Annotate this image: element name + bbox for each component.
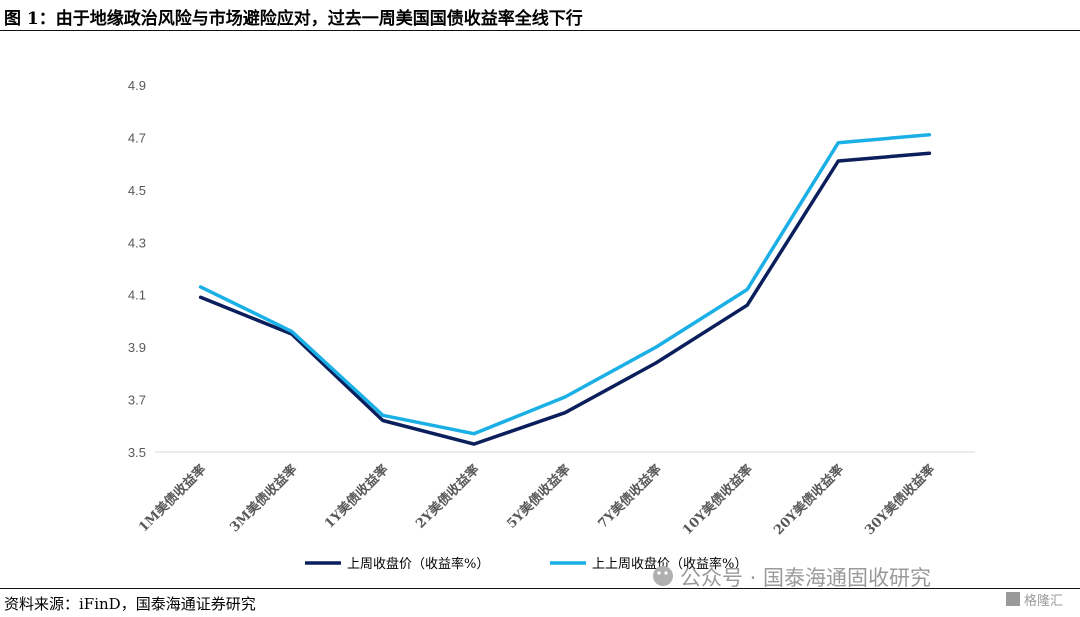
y-tick-label: 3.9 <box>128 340 146 355</box>
legend-label-1: 上周收盘价（收益率%） <box>347 556 489 572</box>
series-line-1 <box>198 151 932 446</box>
x-tick-label: 10Y美债收益率 <box>679 462 756 539</box>
y-tick-label: 4.5 <box>128 183 146 198</box>
source-note: 资料来源：iFinD，国泰海通证券研究 <box>4 595 256 613</box>
y-axis-ticks: 3.5 3.7 3.9 4.1 4.3 4.5 4.7 4.9 <box>128 78 146 460</box>
wechat-icon-eye-left <box>657 571 661 575</box>
title-rule <box>0 30 1080 31</box>
y-tick-label: 3.5 <box>128 445 146 460</box>
series-line-2 <box>198 133 932 436</box>
y-tick-label: 3.7 <box>128 393 146 408</box>
x-tick-label: 3M美债收益率 <box>227 462 301 536</box>
wechat-icon <box>653 566 673 586</box>
legend-label-2: 上上周收盘价（收益率%） <box>592 556 747 572</box>
series-lines <box>198 133 932 446</box>
y-tick-label: 4.9 <box>128 78 146 93</box>
x-tick-label: 1Y美债收益率 <box>321 462 391 532</box>
x-tick-label: 7Y美债收益率 <box>595 462 665 532</box>
y-tick-label: 4.3 <box>128 235 146 250</box>
watermark-text: 公众号 · 国泰海通固收研究 <box>680 566 931 590</box>
y-tick-label: 4.1 <box>128 288 146 303</box>
x-tick-label: 1M美债收益率 <box>136 462 210 536</box>
x-axis-ticks: 1M美债收益率 3M美债收益率 1Y美债收益率 2Y美债收益率 5Y美债收益率 7Y美债收… <box>136 462 939 539</box>
legend: 上周收盘价（收益率%） 上上周收盘价（收益率%） <box>305 556 747 572</box>
watermark-badge-icon <box>1006 592 1020 606</box>
watermark: 公众号 · 国泰海通固收研究 格隆汇 <box>653 566 1063 609</box>
watermark-badge-text: 格隆汇 <box>1024 593 1063 609</box>
wechat-icon-eye-right <box>664 571 668 575</box>
x-tick-label: 20Y美债收益率 <box>771 462 848 539</box>
source-rule <box>0 588 1080 589</box>
y-tick-label: 4.7 <box>128 130 146 145</box>
x-tick-label: 30Y美债收益率 <box>862 462 939 539</box>
figure-title: 图 1：由于地缘政治风险与市场避险应对，过去一周美国国债收益率全线下行 <box>4 9 583 29</box>
x-tick-label: 2Y美债收益率 <box>412 462 482 532</box>
x-tick-label: 5Y美债收益率 <box>504 462 574 532</box>
